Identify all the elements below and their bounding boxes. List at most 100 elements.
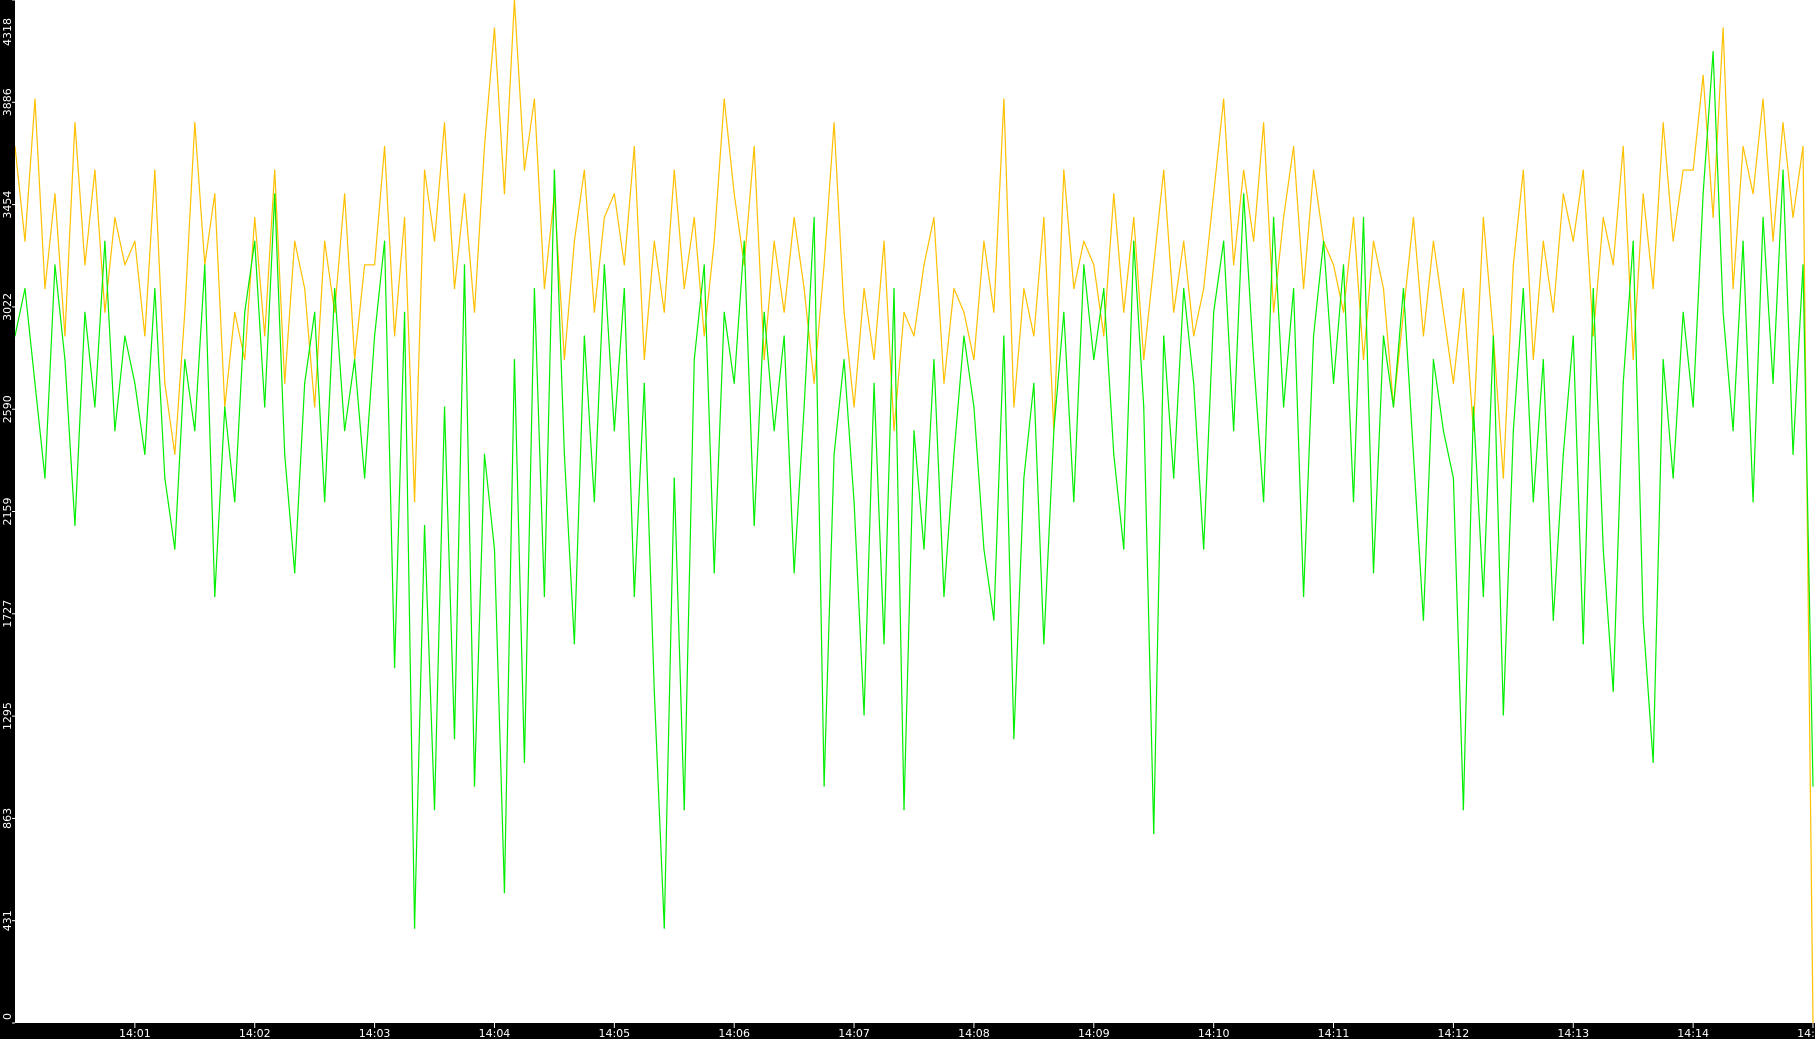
x-tick-label: 14:03 bbox=[359, 1027, 391, 1039]
y-tick-label: 4318 bbox=[1, 18, 14, 46]
series-2-segment bbox=[813, 217, 825, 787]
series-1-segment bbox=[763, 241, 775, 360]
series-1-segment bbox=[483, 27, 496, 147]
series-2-segment bbox=[114, 335, 126, 431]
series-1-segment bbox=[1752, 98, 1764, 194]
x-tick-label: 14:09 bbox=[1078, 1027, 1110, 1039]
series-1-segment bbox=[274, 170, 286, 384]
x-tick-label: 14:02 bbox=[239, 1027, 271, 1039]
series-2-segment bbox=[1562, 335, 1574, 455]
series-2-segment bbox=[1173, 288, 1185, 479]
series-2-segment bbox=[374, 241, 386, 337]
series-2-segment bbox=[1592, 288, 1604, 550]
series-2-segment bbox=[174, 359, 186, 550]
series-2-segment bbox=[164, 478, 176, 550]
series-2-segment bbox=[783, 335, 795, 573]
series-1-segment bbox=[1582, 170, 1594, 336]
series-1-segment bbox=[74, 122, 86, 265]
series-1-segment bbox=[623, 146, 635, 265]
series-2-segment bbox=[1442, 430, 1454, 479]
series-2-segment bbox=[753, 312, 765, 526]
series-1-segment bbox=[1402, 217, 1415, 313]
series-2-segment bbox=[613, 288, 625, 431]
series-2-segment bbox=[1532, 359, 1544, 502]
series-1-segment bbox=[593, 217, 605, 313]
series-2-segment bbox=[234, 312, 246, 502]
series-2-segment bbox=[1103, 288, 1115, 455]
y-tick-label: 3886 bbox=[1, 88, 14, 116]
series-2-segment bbox=[1792, 264, 1804, 455]
series-1-segment bbox=[1123, 217, 1135, 313]
series-2-segment bbox=[583, 335, 595, 502]
x-tick-label: 14:10 bbox=[1198, 1027, 1230, 1039]
series-1-segment bbox=[723, 98, 735, 194]
series-2-segment bbox=[693, 264, 705, 360]
series-2-segment bbox=[863, 383, 875, 716]
series-2-segment bbox=[1622, 241, 1634, 384]
series-1-segment bbox=[1612, 146, 1624, 265]
series-2-segment bbox=[294, 383, 306, 573]
series-2-segment bbox=[1113, 454, 1125, 550]
series-2-segment bbox=[673, 478, 685, 810]
series-2-segment bbox=[1253, 359, 1265, 502]
series-1-segment bbox=[1742, 146, 1754, 194]
series-1-segment bbox=[1792, 146, 1804, 218]
series-1-segment bbox=[1512, 170, 1524, 265]
series-2-segment bbox=[1682, 312, 1694, 408]
series-1-segment bbox=[1642, 193, 1654, 289]
y-tick-label: 3454 bbox=[1, 191, 14, 219]
series-2-segment bbox=[703, 264, 715, 573]
series-2-segment bbox=[144, 288, 156, 455]
series-1-segment bbox=[1762, 98, 1774, 242]
series-2-segment bbox=[1662, 359, 1674, 479]
series-1-segment bbox=[1492, 335, 1504, 479]
x-tick-label: 14:08 bbox=[958, 1027, 990, 1039]
series-2-segment bbox=[393, 312, 406, 668]
series-2-segment bbox=[34, 383, 46, 479]
series-1-segment bbox=[823, 122, 835, 265]
series-2-segment bbox=[1083, 264, 1095, 360]
series-2-segment bbox=[344, 359, 356, 431]
series-1-segment bbox=[334, 193, 346, 313]
series-2-segment bbox=[983, 549, 995, 621]
series-1-segment bbox=[1133, 217, 1145, 360]
series-1-segment bbox=[1452, 288, 1464, 384]
series-1-segment bbox=[1113, 193, 1125, 313]
series-1-segment bbox=[1213, 98, 1225, 194]
series-1-segment bbox=[1143, 264, 1155, 360]
series-1-segment bbox=[1063, 170, 1075, 289]
series-2-segment bbox=[214, 406, 226, 597]
series-1-segment bbox=[463, 193, 476, 313]
series-1-segment bbox=[1722, 27, 1734, 289]
series-1-segment bbox=[1702, 75, 1714, 218]
series-1-segment bbox=[194, 122, 206, 265]
series-2-segment bbox=[1712, 51, 1724, 313]
series-1-segment bbox=[1672, 170, 1684, 242]
series-2-segment bbox=[433, 407, 446, 810]
series-2-segment bbox=[1672, 312, 1684, 479]
series-2-segment bbox=[1402, 288, 1415, 455]
series-2-segment bbox=[1552, 454, 1564, 621]
series-2-segment bbox=[493, 549, 506, 893]
series-2-segment bbox=[1472, 406, 1484, 597]
series-2-segment bbox=[1263, 217, 1275, 502]
series-2-segment bbox=[1652, 359, 1664, 763]
series-2-segment bbox=[443, 407, 456, 739]
x-tick-label: 14:14 bbox=[1677, 1027, 1709, 1039]
series-2-segment bbox=[1312, 241, 1325, 337]
series-1-segment bbox=[54, 193, 66, 336]
series-2-segment bbox=[1502, 430, 1514, 716]
series-2-segment bbox=[603, 264, 615, 431]
series-1-segment bbox=[24, 98, 36, 242]
series-2-segment bbox=[1752, 217, 1764, 502]
series-1-segment bbox=[913, 264, 925, 337]
series-1-segment bbox=[1282, 146, 1295, 218]
series-2-segment bbox=[463, 264, 476, 787]
series-2-segment bbox=[254, 241, 266, 408]
series-2-segment bbox=[1043, 430, 1055, 644]
series-1-segment bbox=[753, 146, 765, 360]
series-2-segment bbox=[1153, 335, 1165, 834]
series-2-segment bbox=[1482, 335, 1494, 597]
series-1-segment bbox=[64, 122, 76, 336]
